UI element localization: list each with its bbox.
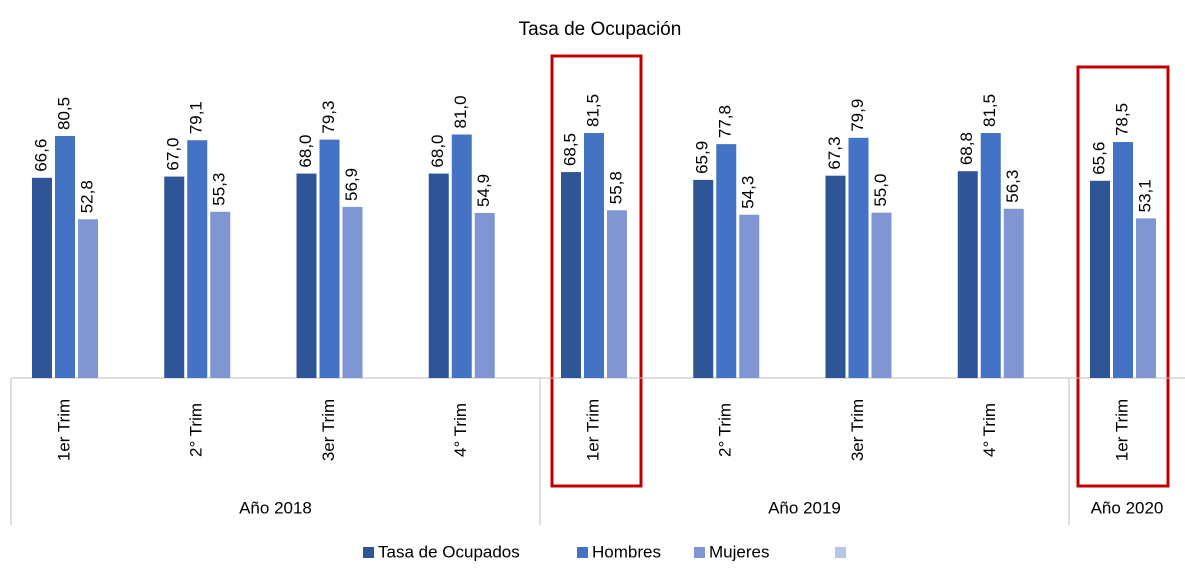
- value-label: 68,5: [560, 133, 579, 166]
- group-label: Año 2020: [1091, 498, 1164, 517]
- value-label: 68,8: [957, 132, 976, 165]
- bar: [957, 171, 978, 378]
- value-label: 56,9: [342, 168, 361, 201]
- value-label: 79,9: [848, 99, 867, 132]
- x-tick-label: 4° Trim: [451, 403, 470, 457]
- group-label: Año 2019: [768, 498, 841, 517]
- value-label: 54,3: [739, 176, 758, 209]
- value-label: 53,1: [1135, 179, 1154, 212]
- value-label: 56,3: [1003, 170, 1022, 203]
- bar: [584, 133, 604, 378]
- bar: [716, 144, 737, 378]
- x-tick-label: 3er Trim: [848, 399, 867, 461]
- x-tick-label: 1er Trim: [583, 399, 602, 461]
- value-label: 55,0: [871, 174, 890, 207]
- chart-title: Tasa de Ocupación: [519, 19, 682, 40]
- bar: [561, 172, 581, 378]
- legend-label: Hombres: [592, 542, 661, 561]
- highlight-box: [1076, 65, 1170, 488]
- value-label: 52,8: [77, 180, 96, 213]
- legend-swatch: [363, 547, 374, 558]
- value-label: 65,9: [693, 141, 712, 174]
- value-label: 80,5: [54, 97, 73, 130]
- legend-swatch: [577, 547, 588, 558]
- legend-swatch: [694, 547, 705, 558]
- bar: [55, 136, 75, 378]
- bar: [1136, 218, 1156, 378]
- legend-label: Mujeres: [709, 542, 769, 561]
- bar: [210, 211, 231, 378]
- legend-label: Tasa de Ocupados: [378, 542, 520, 561]
- bar: [739, 214, 760, 378]
- x-tick-label: 3er Trim: [319, 399, 338, 461]
- bar: [607, 210, 627, 378]
- bar: [1090, 180, 1110, 378]
- bar: [187, 140, 208, 378]
- bar: [428, 173, 449, 378]
- x-tick-label: 2° Trim: [187, 403, 206, 457]
- bar: [164, 176, 185, 378]
- bar: [451, 134, 472, 378]
- value-label: 66,6: [31, 139, 50, 172]
- bar: [1113, 142, 1133, 378]
- value-label: 79,3: [319, 101, 338, 134]
- value-label: 55,3: [210, 173, 229, 206]
- bar: [296, 173, 317, 378]
- value-label: 67,3: [825, 137, 844, 170]
- bar: [32, 177, 52, 378]
- value-label: 68,0: [296, 134, 315, 167]
- bar: [319, 139, 340, 378]
- bar: [693, 179, 714, 378]
- bar: [848, 137, 869, 378]
- value-label: 65,6: [1089, 142, 1108, 175]
- value-label: 55,8: [606, 171, 625, 204]
- bar: [1003, 208, 1024, 378]
- bar: [78, 219, 98, 378]
- group-label: Año 2018: [239, 498, 312, 517]
- value-label: 81,0: [451, 95, 470, 128]
- legend-swatch: [835, 547, 846, 558]
- x-tick-label: 1er Trim: [54, 399, 73, 461]
- bar: [825, 175, 846, 378]
- bar: [980, 133, 1001, 378]
- value-label: 77,8: [716, 105, 735, 138]
- value-label: 54,9: [474, 174, 493, 207]
- x-tick-label: 2° Trim: [716, 403, 735, 457]
- bar: [474, 212, 495, 378]
- value-label: 78,5: [1112, 103, 1131, 136]
- highlight-box: [550, 54, 643, 488]
- x-tick-label: 1er Trim: [1112, 399, 1131, 461]
- bar: [342, 206, 363, 378]
- bar: [871, 212, 892, 378]
- value-label: 79,1: [187, 101, 206, 134]
- value-label: 81,5: [980, 94, 999, 127]
- value-label: 67,0: [164, 137, 183, 170]
- x-tick-label: 4° Trim: [980, 403, 999, 457]
- value-label: 81,5: [583, 94, 602, 127]
- value-label: 68,0: [428, 134, 447, 167]
